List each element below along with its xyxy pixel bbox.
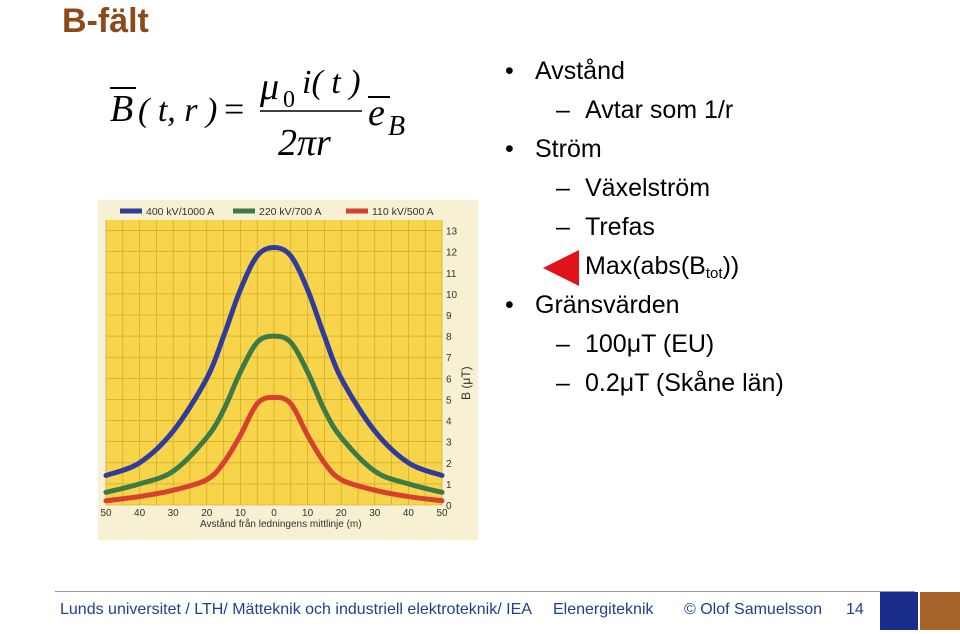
series-line [103, 333, 445, 495]
chart-y-label: B (μT) [459, 366, 473, 400]
x-tick-label: 0 [271, 508, 277, 519]
max-abs-subscript: tot [705, 265, 723, 282]
max-abs-prefix: Max(abs(B [585, 252, 706, 280]
formula-mu: μ [259, 66, 279, 108]
chart-x-ticks: 50 40 30 20 10 0 10 20 30 40 50 [100, 508, 448, 519]
y-tick-label: 7 [446, 353, 452, 364]
sub-bullet-dash: – [556, 330, 570, 358]
formula-unit-vector-sub: B [388, 111, 405, 142]
chart-series [103, 244, 445, 504]
sub-bullet-dash: – [556, 174, 570, 202]
y-tick-label: 3 [446, 438, 452, 449]
x-tick-label: 20 [336, 508, 348, 519]
sub-bullet-text: Trefas [585, 213, 655, 241]
sub-bullet-text: 100μT (EU) [585, 330, 715, 358]
y-tick-label: 9 [446, 311, 452, 322]
formula-numerator-rest: i( t ) [302, 64, 361, 101]
formula-lhs-args: ( t, r ) [138, 92, 217, 129]
bullet-dot: • [505, 57, 514, 85]
footer-course: Elenergiteknik [553, 601, 654, 618]
x-tick-label: 50 [100, 508, 112, 519]
red-triangle-pointer-icon [543, 250, 579, 286]
series-line [103, 394, 445, 504]
legend-label: 220 kV/700 A [259, 206, 321, 218]
x-tick-label: 10 [302, 508, 314, 519]
footer-brown-square [920, 592, 960, 630]
y-tick-label: 8 [446, 332, 452, 343]
b-field-formula: B ( t, r ) = μ 0 i( t ) 2πr e B [110, 64, 405, 164]
sub-bullet-text: 0.2μT (Skåne län) [585, 369, 784, 397]
y-tick-label: 4 [446, 417, 452, 428]
x-tick-label: 40 [134, 508, 146, 519]
x-tick-label: 10 [235, 508, 247, 519]
x-tick-label: 30 [168, 508, 180, 519]
footer-author: © Olof Samuelsson [684, 601, 823, 618]
series-line [103, 244, 445, 478]
footer-blue-square [880, 592, 918, 630]
x-tick-label: 20 [201, 508, 213, 519]
slide-title: B-fält [62, 2, 149, 40]
y-tick-label: 2 [446, 459, 452, 470]
formula-denominator: 2πr [278, 122, 331, 164]
sub-bullet-text: Avtar som 1/r [585, 96, 734, 124]
page-number: 14 [846, 601, 864, 618]
y-tick-label: 10 [446, 290, 458, 301]
bullet-dot: • [505, 135, 514, 163]
sub-bullet-text: Max(abs(Btot)) [585, 252, 739, 282]
b-field-chart: 400 kV/1000 A 220 kV/700 A 110 kV/500 A 0 1… [98, 200, 478, 540]
bullet-dot: • [505, 291, 514, 319]
formula-equals: = [224, 89, 244, 129]
formula-unit-vector: e [368, 92, 385, 134]
x-tick-label: 30 [369, 508, 381, 519]
formula-lhs-symbol: B [110, 88, 133, 130]
y-tick-label: 13 [446, 227, 458, 238]
y-tick-label: 12 [446, 248, 458, 259]
sub-bullet-dash: – [556, 369, 570, 397]
bullet-text: Gränsvärden [535, 291, 680, 319]
y-tick-label: 5 [446, 395, 452, 406]
footer-divider [55, 591, 915, 592]
x-tick-label: 50 [436, 508, 448, 519]
legend-label: 110 kV/500 A [372, 206, 434, 218]
y-tick-label: 1 [446, 480, 452, 491]
x-tick-label: 40 [403, 508, 415, 519]
sub-bullet-text: Växelström [585, 174, 711, 202]
max-abs-suffix: )) [722, 252, 740, 280]
sub-bullet-dash: – [556, 96, 570, 124]
bullet-text: Avstånd [535, 57, 625, 85]
formula-mu-sub: 0 [283, 87, 295, 113]
footer-institution: Lunds universitet / LTH/ Mätteknik och i… [60, 601, 532, 618]
chart-legend: 400 kV/1000 A 220 kV/700 A 110 kV/500 A [120, 206, 434, 218]
legend-label: 400 kV/1000 A [146, 206, 214, 218]
y-tick-label: 0 [446, 501, 452, 512]
bullet-text: Ström [535, 135, 602, 163]
chart-grid [105, 220, 443, 506]
y-tick-label: 11 [446, 269, 457, 280]
chart-x-label: Avstånd från ledningens mittlinje (m) [200, 518, 362, 530]
sub-bullet-dash: – [556, 213, 570, 241]
y-tick-label: 6 [446, 374, 452, 385]
